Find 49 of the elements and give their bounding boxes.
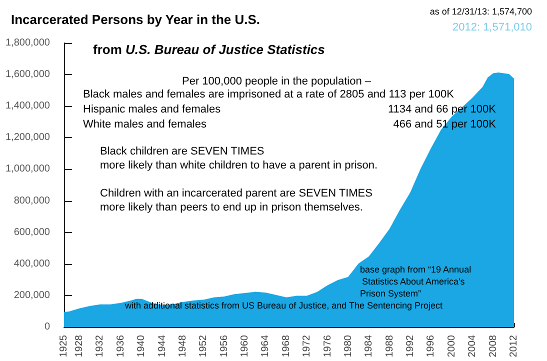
annotation: more likely than white children to have a parent in prison. (100, 160, 378, 172)
x-tick-label: 2000 (446, 334, 458, 358)
x-tick-label: 1944 (156, 334, 168, 358)
x-tick-label: 1996 (426, 334, 437, 358)
annotation: Statistics About America's (362, 276, 466, 286)
x-tick-label: 2012 (508, 334, 520, 358)
annotation: Black males and females are imprisoned at a rate of 2805 and 113 per 100K (83, 88, 455, 100)
annotation: base graph from “19 Annual (360, 264, 472, 274)
x-tick-label: 2004 (467, 334, 478, 358)
annotation: Hispanic males and females (83, 104, 222, 116)
x-tick-label: 1940 (136, 334, 148, 358)
y-tick-label: 0 (44, 322, 50, 332)
x-tick-label: 1972 (302, 334, 313, 358)
x-tick-label: 1964 (260, 334, 272, 358)
annotation: more likely than peers to end up in prison themselves. (100, 202, 363, 214)
x-tick-label: 1932 (94, 334, 106, 358)
chart-subtitle: from U.S. Bureau of Justice Statistics (93, 42, 325, 57)
y-tick-label: 1,400,000 (6, 100, 50, 112)
annotation: Black children are SEVEN TIMES (100, 146, 264, 158)
y-tick-label: 800,000 (14, 195, 50, 206)
annotation: Children with an incarcerated parent are SEVEN TIMES (100, 188, 372, 200)
annotation: with additional statistics from US Bureau of Justice, and The Sentencing Project (124, 300, 443, 310)
x-tick-label: 2008 (488, 334, 499, 358)
y-tick-label: 1,800,000 (6, 38, 50, 48)
y-tick-label: 1,000,000 (6, 164, 50, 175)
x-tick-label: 1956 (218, 334, 230, 358)
x-tick-label: 1976 (322, 334, 334, 358)
annotation: Per 100,000 people in the population – (182, 76, 372, 88)
x-tick-label: 1984 (364, 334, 375, 358)
annotation: White males and females (83, 118, 207, 130)
y-tick-label: 400,000 (14, 258, 50, 270)
annotation: Prison System” (360, 288, 422, 298)
y-tick-label: 1,600,000 (6, 69, 50, 80)
x-tick-label: 1948 (177, 334, 188, 358)
x-tick-label: 1968 (280, 334, 292, 358)
x-tick-label: 1980 (342, 334, 354, 358)
chart-title: Incarcerated Persons by Year in the U.S. (11, 12, 260, 27)
y-tick-label: 600,000 (14, 226, 50, 238)
x-tick-label: 1988 (384, 334, 396, 358)
x-tick-label: 1960 (240, 334, 251, 358)
text: 2012: 1,571,010 (452, 22, 532, 34)
x-tick-label: 1992 (405, 334, 416, 358)
x-tick-label: 1928 (74, 334, 86, 358)
text: as of 12/31/13: 1,574,700 (430, 6, 532, 16)
x-tick-label: 1952 (198, 334, 210, 358)
y-tick-label: 200,000 (14, 290, 50, 301)
y-tick-label: 1,200,000 (6, 132, 50, 144)
x-tick-label: 1936 (115, 334, 126, 358)
x-tick-label: 1925 (58, 334, 70, 358)
